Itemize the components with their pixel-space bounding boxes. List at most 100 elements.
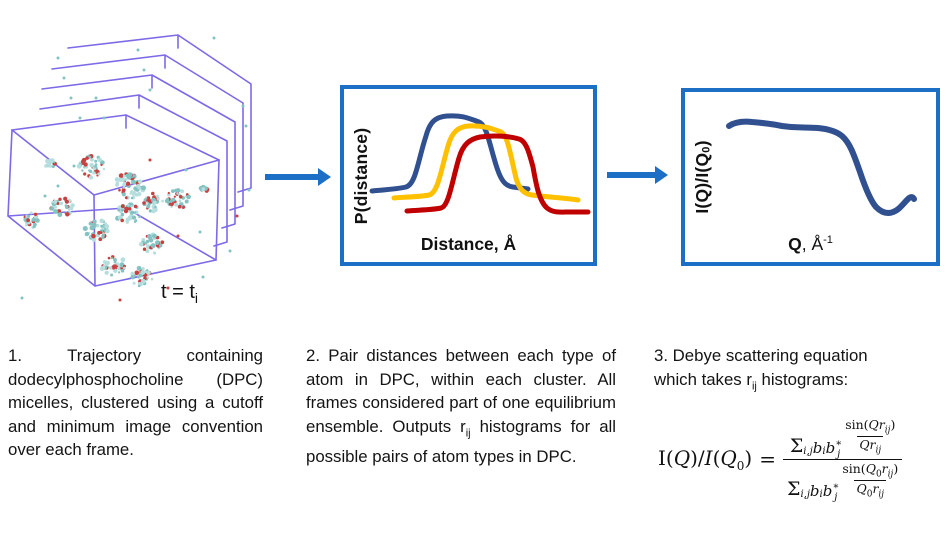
molecule-dot	[133, 187, 136, 190]
eq-token: *	[833, 483, 839, 495]
molecule-dot	[90, 158, 94, 162]
molecule-dot	[154, 205, 157, 209]
molecule-dot	[130, 274, 134, 279]
eq-token: i	[819, 489, 823, 501]
eq-token: j	[834, 492, 838, 504]
box-edge	[11, 114, 220, 161]
molecule-dot	[92, 171, 96, 175]
eq-token: I(	[658, 445, 674, 470]
step-2-text-b: histograms for all possible pairs of ato…	[306, 416, 616, 467]
molecule-dot	[129, 190, 134, 195]
molecule-dot	[83, 162, 88, 167]
plot2-xlabel-q: Q	[788, 234, 802, 254]
molecule-dot	[140, 278, 146, 284]
molecule-dot	[102, 167, 106, 171]
box-edge	[7, 207, 217, 261]
flow-arrow-1	[265, 168, 331, 186]
sum-symbol: Σ	[787, 478, 801, 501]
plot1-xlabel: Distance, Å	[420, 234, 517, 254]
molecule-dot	[65, 212, 70, 217]
molecule-dot	[110, 273, 114, 277]
molecule-dot	[130, 196, 134, 200]
molecule-dot	[58, 197, 62, 201]
box-edge	[39, 94, 228, 247]
molecule-dot	[176, 192, 179, 195]
box-edge	[67, 34, 252, 193]
molecule-dot	[177, 204, 182, 209]
plot2-xlabel-exponent: -1	[823, 234, 833, 247]
molecule-dot	[130, 271, 134, 276]
molecule-dot	[125, 219, 129, 223]
molecule-dot	[76, 163, 82, 169]
flow-arrow-2	[607, 166, 668, 184]
molecule-dot	[102, 260, 107, 264]
molecule-dot	[123, 266, 126, 270]
molecule-dot	[198, 230, 202, 234]
eq-token: j	[837, 448, 841, 460]
molecule-dot	[161, 199, 164, 203]
eq-token: ij	[878, 489, 885, 500]
molecule-dot	[92, 166, 95, 170]
sinc-bottom: Q0rij	[854, 479, 887, 500]
eq-token: 0	[875, 469, 882, 479]
molecule-dot	[105, 265, 108, 268]
sum-symbol: Σ	[789, 434, 804, 457]
step-3-subscript: ij	[751, 379, 757, 392]
scattering-intensity-plot: I(Q)/I(Q0) Q, Å-1	[681, 88, 940, 266]
eq-token: )/	[690, 445, 705, 470]
plot2-ylabel-close: )	[692, 140, 712, 147]
molecule-dot	[178, 199, 182, 203]
molecule-dot	[69, 96, 73, 100]
molecule-dot	[146, 196, 151, 200]
molecule-dot	[81, 169, 84, 172]
eq-token: i,j	[803, 445, 813, 457]
equation-lhs: I(Q)/I(Q0)	[658, 446, 752, 473]
micelle-clusters	[23, 154, 210, 288]
molecule-dot	[123, 209, 129, 214]
molecule-dot	[108, 266, 113, 270]
molecule-dot	[57, 212, 63, 218]
scattering-curve	[726, 118, 917, 216]
molecule-dot	[105, 229, 110, 234]
sinc-fraction: sin(Qrij) Qrij	[845, 417, 895, 457]
plot2-ylabel-subscript: 0	[700, 146, 713, 153]
molecule-dot	[107, 256, 111, 260]
molecule-dot	[27, 214, 31, 218]
molecule-dot	[124, 196, 128, 200]
molecule-dot	[99, 218, 104, 224]
molecule-dot	[141, 267, 145, 271]
eq-token: ij	[875, 445, 882, 456]
sinc-top: sin(Qrij)	[845, 417, 895, 436]
molecule-dot	[136, 265, 142, 271]
molecule-dot	[142, 201, 146, 205]
molecule-dot	[113, 260, 117, 264]
molecule-dot	[174, 188, 178, 193]
molecule-dot	[88, 221, 93, 226]
molecule-dot	[50, 206, 55, 211]
molecule-dot	[127, 172, 133, 178]
molecule-dot	[101, 265, 106, 270]
sinc-top: sin(Q0rij)	[842, 461, 898, 480]
eq-token: i,j	[800, 489, 810, 501]
molecule-dot	[136, 48, 140, 52]
molecule-dot	[146, 204, 151, 209]
molecule-dot	[151, 191, 155, 196]
arrow-shaft	[607, 172, 655, 178]
molecule-dot	[85, 231, 89, 236]
molecule-dot	[146, 270, 151, 275]
molecule-dot	[134, 219, 138, 222]
molecule-dot	[131, 179, 137, 185]
molecule-dot	[53, 199, 58, 204]
molecule-dot	[118, 298, 122, 302]
step-3-text: 3. Debye scattering equation which takes…	[654, 344, 904, 398]
molecule-dot	[148, 88, 152, 92]
molecule-dot	[59, 201, 64, 206]
step-2-text-a: 2. Pair distances between each type of a…	[306, 346, 616, 436]
molecule-dot	[167, 191, 170, 195]
molecule-dot	[132, 281, 136, 285]
molecule-dot	[64, 199, 69, 204]
molecule-dot	[24, 224, 28, 227]
molecule-dot	[159, 243, 163, 248]
molecule-dot	[136, 184, 141, 189]
